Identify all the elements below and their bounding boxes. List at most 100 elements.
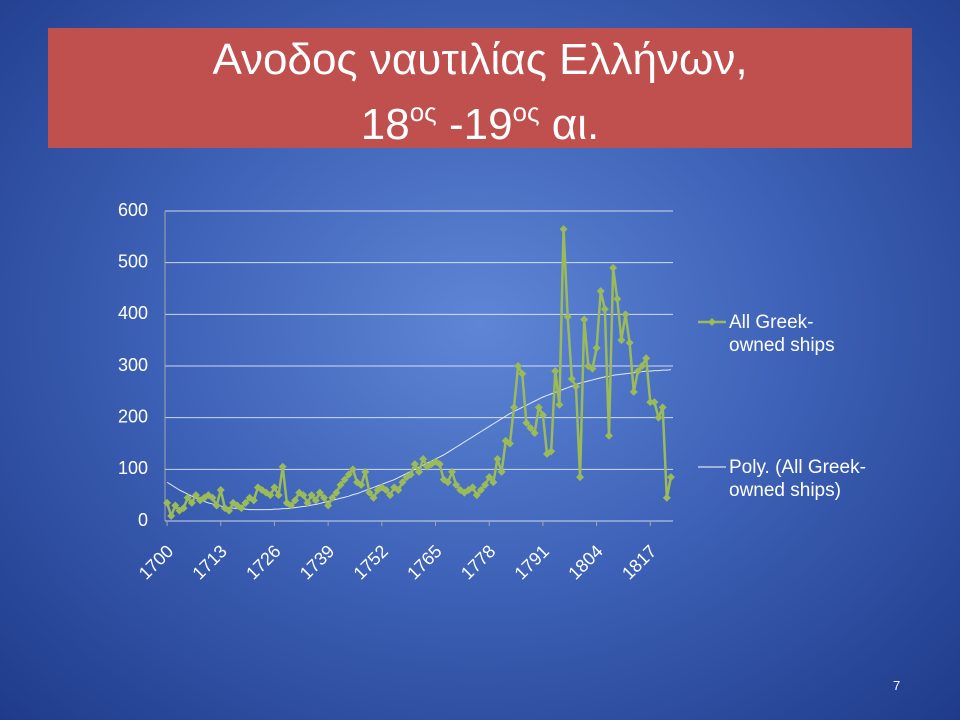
marker [522,418,531,427]
marker [167,511,176,520]
marker [629,387,638,396]
marker [551,367,560,376]
marker [344,470,353,479]
marker [609,263,618,272]
marker [646,398,655,407]
marker [654,413,663,422]
marker [493,455,502,463]
y-tick-label: 400 [118,303,148,323]
marker [415,467,423,476]
marker [278,462,287,471]
marker [336,480,345,489]
marker [328,493,337,502]
marker [369,493,378,502]
marker [526,424,535,432]
marker [320,493,329,502]
title-line2: 18ος -19ος αι. [48,86,912,151]
x-tick-label: 1765 [403,541,445,583]
marker [559,225,568,234]
marker [225,506,234,515]
marker [179,504,188,513]
marker [650,398,659,407]
x-tick-label: 1713 [188,541,230,583]
marker [613,294,622,303]
x-tick-label: 1791 [511,541,553,583]
title-sup: ος [512,97,540,127]
marker [505,439,514,448]
marker [216,486,225,494]
marker [497,467,506,476]
marker [398,478,407,487]
marker [509,403,518,412]
x-tick-label: 1804 [564,541,606,583]
marker [547,447,556,456]
marker [538,411,547,420]
marker [187,498,196,507]
marker [596,287,605,296]
y-tick-label: 300 [118,355,148,375]
marker [662,493,671,502]
marker [163,498,172,507]
marker [307,491,316,500]
marker [315,488,324,497]
marker [592,343,601,352]
marker [468,483,477,492]
marker [212,501,221,510]
y-tick-label: 500 [118,251,148,271]
marker [633,367,642,376]
marker [381,486,390,494]
marker [410,460,419,469]
marker [394,486,403,494]
series-line [166,369,671,511]
marker [621,310,630,319]
marker [274,491,283,500]
marker [406,470,415,479]
marker [617,336,626,345]
title-part: 18 [360,100,410,149]
marker [534,403,543,412]
marker [530,429,539,438]
marker [249,496,258,505]
marker [303,498,312,507]
marker [485,473,494,482]
marker [638,362,647,370]
marker [571,382,580,391]
marker [419,455,428,463]
x-tick-label: 1752 [350,541,392,583]
marker [365,488,374,497]
marker [448,467,457,476]
marker [452,480,461,489]
marker [311,496,320,505]
marker [642,354,651,363]
marker [567,374,576,383]
marker [604,431,613,440]
title-part: αι. [551,100,600,149]
marker [340,475,349,484]
marker [555,400,564,409]
marker [208,493,217,502]
marker [435,460,444,469]
marker [518,369,527,378]
marker [324,501,333,510]
marker [386,491,395,500]
marker [625,338,634,347]
marker [270,483,279,492]
marker [266,491,275,500]
marker [580,315,589,324]
marker [600,305,609,314]
marker [576,473,585,482]
marker [658,403,667,412]
x-tick-label: 1778 [457,541,499,583]
marker [514,362,523,370]
marker [348,465,357,474]
marker [291,496,300,505]
marker [443,478,452,487]
marker [361,467,370,476]
legend-label: Poly. (All Greek-owned ships) [729,457,866,501]
x-tick-label: 1726 [242,541,284,583]
marker [183,493,192,502]
marker [472,491,481,500]
marker [476,486,485,494]
